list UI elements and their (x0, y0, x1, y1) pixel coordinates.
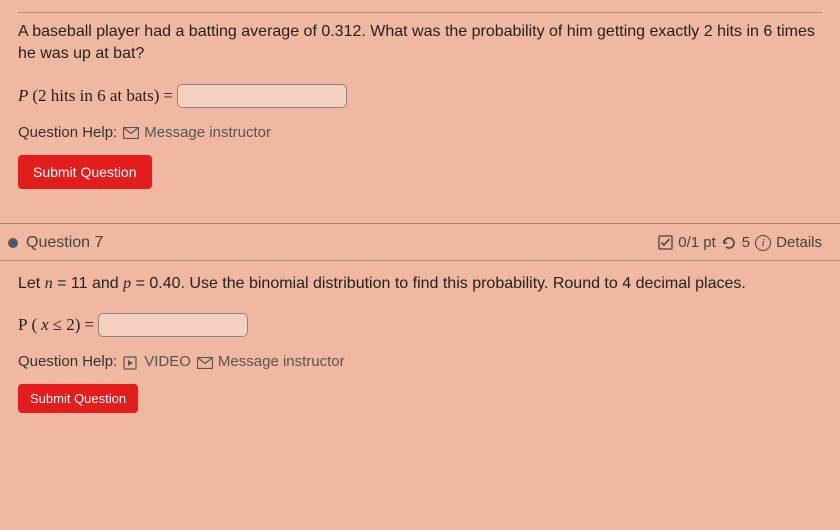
points-text: 0/1 pt (678, 234, 716, 251)
prob-p-q7: P (18, 315, 27, 335)
info-icon: i (755, 235, 771, 251)
question-help-row-q7: Question Help: VIDEO Message instructor (18, 353, 822, 370)
video-label: VIDEO (144, 353, 191, 370)
message-instructor-link[interactable]: Message instructor (123, 124, 271, 141)
details-link[interactable]: Details (776, 234, 822, 251)
retries-count: 5 (742, 234, 750, 251)
p-eq: = 0.40. Use the binomial distribution to… (131, 275, 746, 292)
question-7-body: Let n = 11 and p = 0.40. Use the binomia… (0, 261, 840, 429)
prob-rel: ≤ 2) (53, 315, 81, 335)
help-label: Question Help: (18, 124, 117, 141)
question-7-text: Let n = 11 and p = 0.40. Use the binomia… (18, 273, 822, 295)
status-bullet-icon (8, 238, 18, 248)
prob-paren: (2 hits in 6 at bats) (32, 86, 159, 106)
x-var: x (41, 315, 49, 335)
envelope-icon-q7 (197, 356, 213, 368)
question-help-row: Question Help: Message instructor (18, 124, 822, 141)
n-eq: = 11 and (53, 275, 123, 292)
message-instructor-label-q7: Message instructor (218, 353, 345, 370)
question-6-body: A baseball player had a batting average … (0, 0, 840, 205)
video-icon (123, 356, 139, 368)
answer-input-q6[interactable] (177, 84, 347, 108)
probability-expression-q7: P (x ≤ 2) = (18, 313, 822, 337)
submit-question-button-q6[interactable]: Submit Question (18, 155, 152, 189)
envelope-icon (123, 126, 139, 138)
equals-sign-q7: = (84, 315, 94, 335)
equals-sign: = (163, 86, 173, 106)
help-label-q7: Question Help: (18, 353, 117, 370)
answer-input-q7[interactable] (98, 313, 248, 337)
prob-p: P (18, 86, 28, 106)
q7-text-pre: Let (18, 275, 45, 292)
question-7-meta: 0/1 pt 5 i Details (658, 234, 822, 251)
question-6-text: A baseball player had a batting average … (18, 21, 822, 66)
retry-icon (721, 235, 737, 251)
checkbox-icon (658, 235, 673, 250)
divider (18, 12, 822, 13)
question-7-header: Question 7 0/1 pt 5 i Details (0, 224, 840, 261)
n-var: n (45, 275, 53, 292)
video-link[interactable]: VIDEO (123, 353, 191, 370)
p-var: p (123, 275, 131, 292)
prob-open: ( (31, 315, 37, 335)
probability-expression: P(2 hits in 6 at bats) = (18, 84, 822, 108)
message-instructor-label: Message instructor (144, 124, 271, 141)
message-instructor-link-q7[interactable]: Message instructor (197, 353, 345, 370)
question-7-title: Question 7 (26, 234, 103, 252)
question-7-title-group: Question 7 (8, 234, 103, 252)
submit-question-button-q7[interactable]: Submit Question (18, 384, 138, 413)
